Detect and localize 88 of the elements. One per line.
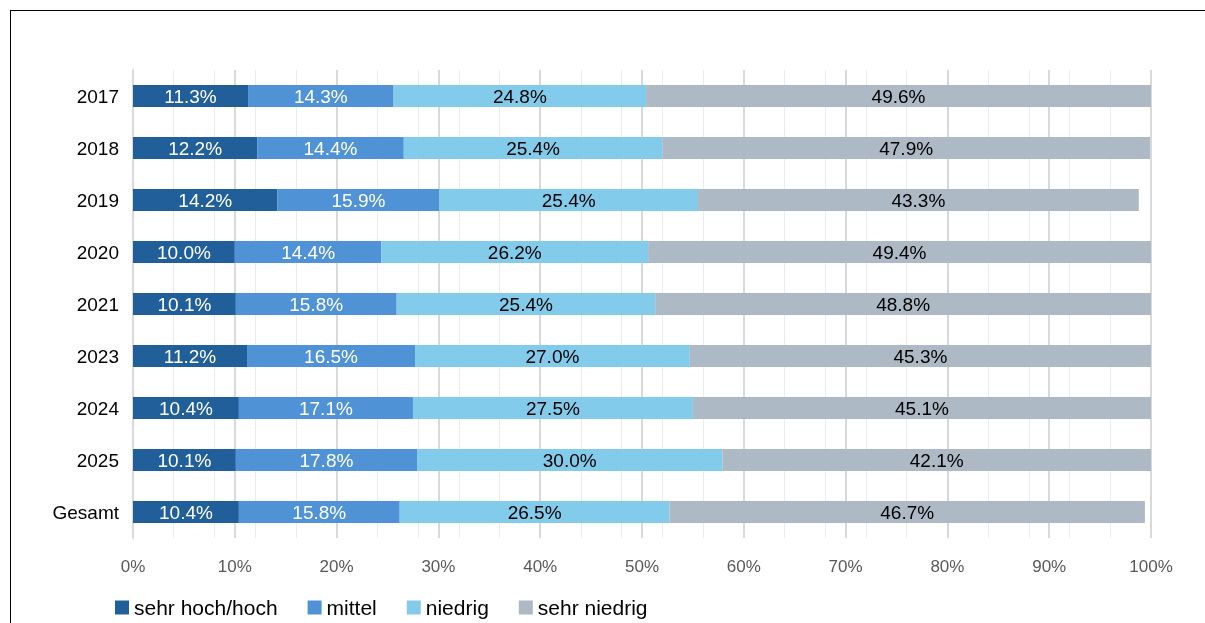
data-label: 49.4% (872, 241, 927, 263)
bar (692, 397, 1151, 419)
bar (417, 449, 723, 471)
data-label: 17.8% (299, 449, 354, 471)
x-tick-label: 20% (319, 557, 354, 576)
data-label: 27.0% (525, 345, 580, 367)
x-tick-label: 30% (421, 557, 456, 576)
bar (399, 501, 670, 523)
x-tick-label: 90% (1032, 557, 1067, 576)
x-tick-label: 80% (930, 557, 965, 576)
data-label: 14.2% (178, 189, 233, 211)
data-label: 10.1% (157, 449, 212, 471)
bar (655, 293, 1151, 315)
bar (697, 189, 1139, 211)
data-label: 15.8% (292, 501, 347, 523)
bar (277, 189, 440, 211)
y-tick-label: 2024 (76, 397, 120, 419)
x-tick-label: 100% (1129, 557, 1173, 576)
bar (393, 85, 647, 107)
data-label: 48.8% (876, 293, 931, 315)
x-tick-label: 60% (726, 557, 761, 576)
data-label: 11.2% (163, 345, 217, 367)
data-label: 15.9% (331, 189, 386, 211)
bar (648, 241, 1151, 263)
legend-label: niedrig (425, 596, 489, 619)
legend-label: sehr hoch/hoch (134, 596, 278, 619)
legend-label: mittel (326, 596, 377, 619)
data-label: 27.5% (525, 397, 580, 419)
bar (412, 397, 693, 419)
data-label: 26.5% (507, 501, 562, 523)
bar (247, 345, 415, 367)
data-label: 25.4% (541, 189, 596, 211)
bar (689, 345, 1151, 367)
y-tick-label: 2023 (76, 345, 119, 367)
y-tick-label: 2017 (76, 85, 119, 107)
y-tick-label: 2025 (76, 449, 119, 471)
y-tick-label: 2020 (76, 241, 119, 263)
bar (646, 85, 1151, 107)
bar (439, 189, 698, 211)
x-tick-label: 40% (523, 557, 558, 576)
bar (669, 501, 1145, 523)
bar (381, 241, 649, 263)
data-label: 10.4% (159, 501, 213, 523)
data-label: 25.4% (506, 137, 561, 159)
bar (257, 137, 404, 159)
data-label: 10.1% (157, 293, 212, 315)
data-label: 45.3% (893, 345, 948, 367)
bar (403, 137, 663, 159)
y-tick-label: 2018 (76, 137, 119, 159)
bar (396, 293, 656, 315)
bar (238, 501, 400, 523)
data-label: 46.7% (880, 501, 935, 523)
data-label: 45.1% (895, 397, 949, 419)
data-label: 14.3% (293, 85, 348, 107)
data-label: 26.2% (487, 241, 542, 263)
bar (235, 293, 397, 315)
data-label: 47.9% (879, 137, 934, 159)
data-label: 14.4% (281, 241, 336, 263)
bar (248, 85, 394, 107)
bar (238, 397, 413, 419)
x-tick-label: 10% (217, 557, 252, 576)
x-tick-label: 50% (624, 557, 660, 576)
data-label: 12.2% (168, 137, 223, 159)
y-tick-label: 2021 (76, 293, 119, 315)
data-label: 10.4% (159, 397, 213, 419)
data-label: 16.5% (304, 345, 359, 367)
data-label: 49.6% (871, 85, 926, 107)
bar (235, 449, 418, 471)
bar (722, 449, 1151, 471)
data-label: 10.0% (156, 241, 211, 263)
legend-label: sehr niedrig (537, 596, 648, 619)
data-label: 17.1% (298, 397, 353, 419)
data-label: 24.8% (492, 85, 547, 107)
bar (662, 137, 1150, 159)
data-label: 11.3% (164, 85, 217, 107)
bar (234, 241, 382, 263)
bar (133, 189, 278, 211)
data-label: 30.0% (542, 449, 597, 471)
data-label: 43.3% (891, 189, 946, 211)
data-label: 25.4% (499, 293, 553, 315)
x-tick-label: 70% (828, 557, 863, 576)
y-tick-label: Gesamt (52, 501, 120, 523)
data-label: 15.8% (289, 293, 344, 315)
bar (414, 345, 690, 367)
data-label: 42.1% (909, 449, 964, 471)
y-tick-label: 2019 (76, 189, 119, 211)
data-label: 14.4% (303, 137, 358, 159)
x-tick-label: 0% (120, 557, 146, 576)
